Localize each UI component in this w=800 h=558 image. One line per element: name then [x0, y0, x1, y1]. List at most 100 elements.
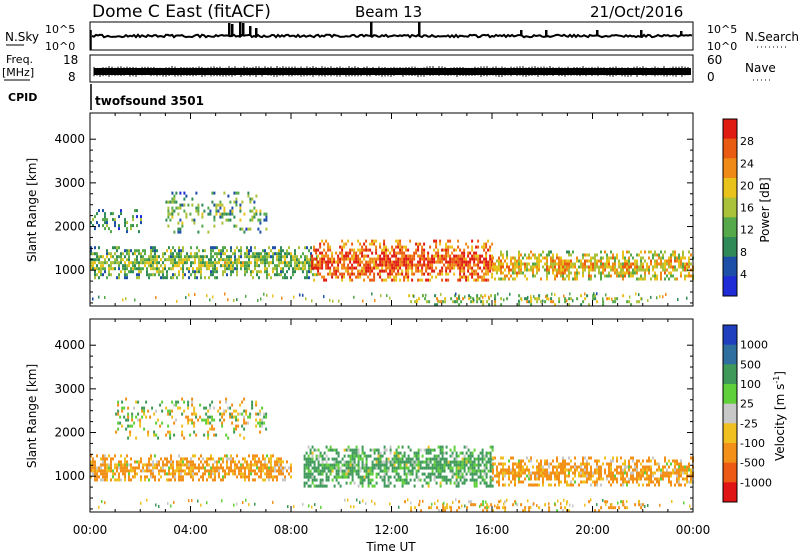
heatmap-cell: [264, 460, 266, 463]
heatmap-cell: [660, 478, 662, 481]
heatmap-cell: [372, 470, 374, 473]
heatmap-cell: [588, 266, 590, 269]
heatmap-cell: [646, 484, 648, 487]
heatmap-cell: [230, 463, 232, 466]
heatmap-cell: [215, 213, 217, 216]
heatmap-cell: [508, 478, 510, 481]
heatmap-cell: [467, 255, 469, 258]
heatmap-cell: [516, 463, 518, 466]
heatmap-cell: [375, 249, 377, 252]
heatmap-cell: [165, 219, 167, 222]
heatmap-cell: [440, 452, 442, 455]
heatmap-cell: [490, 479, 492, 482]
heatmap-cell: [580, 263, 582, 266]
heatmap-cell: [542, 469, 544, 472]
heatmap-cell: [332, 479, 334, 482]
heatmap-cell: [393, 249, 395, 252]
heatmap-cell: [192, 463, 194, 466]
heatmap-cell: [632, 469, 634, 472]
heatmap-cell: [628, 260, 630, 263]
heatmap-cell: [524, 463, 526, 466]
heatmap-cell: [482, 296, 484, 299]
heatmap-cell: [280, 460, 282, 463]
heatmap-cell: [171, 201, 173, 204]
heatmap-cell: [361, 252, 363, 255]
heatmap-cell: [482, 476, 484, 479]
heatmap-cell: [460, 473, 462, 476]
heatmap-cell: [658, 466, 660, 469]
heatmap-cell: [642, 269, 644, 272]
heatmap-cell: [602, 297, 604, 300]
heatmap-cell: [375, 267, 377, 270]
heatmap-cell: [152, 258, 154, 261]
heatmap-cell: [562, 469, 564, 472]
heatmap-cell: [606, 500, 608, 503]
heatmap-cell: [260, 261, 262, 264]
heatmap-cell: [391, 279, 393, 282]
heatmap-cell: [602, 257, 604, 260]
heatmap-cell: [156, 261, 158, 264]
heatmap-cell: [447, 246, 449, 249]
heatmap-cell: [274, 463, 276, 466]
heatmap-cell: [246, 249, 248, 252]
heatmap-cell: [460, 461, 462, 464]
heatmap-cell: [108, 252, 110, 255]
heatmap-cell: [426, 467, 428, 470]
heatmap-cell: [304, 476, 306, 479]
heatmap-cell: [364, 455, 366, 458]
heatmap-cell: [146, 499, 148, 502]
heatmap-cell: [394, 485, 396, 488]
heatmap-cell: [676, 460, 678, 463]
heatmap-cell: [302, 267, 304, 270]
heatmap-cell: [191, 419, 193, 422]
heatmap-cell: [339, 246, 341, 249]
heatmap-cell: [416, 473, 418, 476]
heatmap-cell: [222, 457, 224, 460]
heatmap-cell: [266, 294, 268, 297]
heatmap-cell: [486, 473, 488, 476]
heatmap-cell: [140, 261, 142, 264]
heatmap-cell: [131, 425, 133, 428]
heatmap-cell: [276, 270, 278, 273]
heatmap-cell: [276, 475, 278, 478]
heatmap-cell: [442, 464, 444, 467]
heatmap-cell: [417, 243, 419, 246]
heatmap-cell: [658, 478, 660, 481]
heatmap-cell: [421, 252, 423, 255]
heatmap-cell: [610, 257, 612, 260]
heatmap-cell: [98, 267, 100, 270]
heatmap-cell: [608, 475, 610, 478]
heatmap-cell: [473, 273, 475, 276]
heatmap-cell: [485, 255, 487, 258]
heatmap-cell: [308, 276, 310, 279]
heatmap-cell: [108, 270, 110, 273]
heatmap-cell: [690, 481, 692, 484]
heatmap-cell: [363, 243, 365, 246]
heatmap-cell: [449, 506, 451, 509]
heatmap-cell: [369, 261, 371, 264]
heatmap-cell: [118, 267, 120, 270]
heatmap-cell: [266, 270, 268, 273]
heatmap-cell: [486, 506, 488, 509]
heatmap-cell: [652, 472, 654, 475]
heatmap-cell: [134, 475, 136, 478]
heatmap-cell: [373, 279, 375, 282]
heatmap-cell: [118, 463, 120, 466]
heatmap-cell: [336, 458, 338, 461]
heatmap-cell: [352, 470, 354, 473]
heatmap-cell: [247, 422, 249, 425]
heatmap-cell: [385, 252, 387, 255]
heatmap-cell: [682, 263, 684, 266]
heatmap-cell: [426, 449, 428, 452]
heatmap-cell: [630, 266, 632, 269]
heatmap-cell: [405, 246, 407, 249]
heatmap-cell: [356, 452, 358, 455]
heatmap-cell: [306, 464, 308, 467]
heatmap-cell: [538, 466, 540, 469]
heatmap-cell: [446, 476, 448, 479]
heatmap-cell: [369, 264, 371, 267]
heatmap-cell: [503, 298, 505, 301]
heatmap-cell: [393, 279, 395, 282]
heatmap-cell: [395, 261, 397, 264]
heatmap-cell: [411, 270, 413, 273]
